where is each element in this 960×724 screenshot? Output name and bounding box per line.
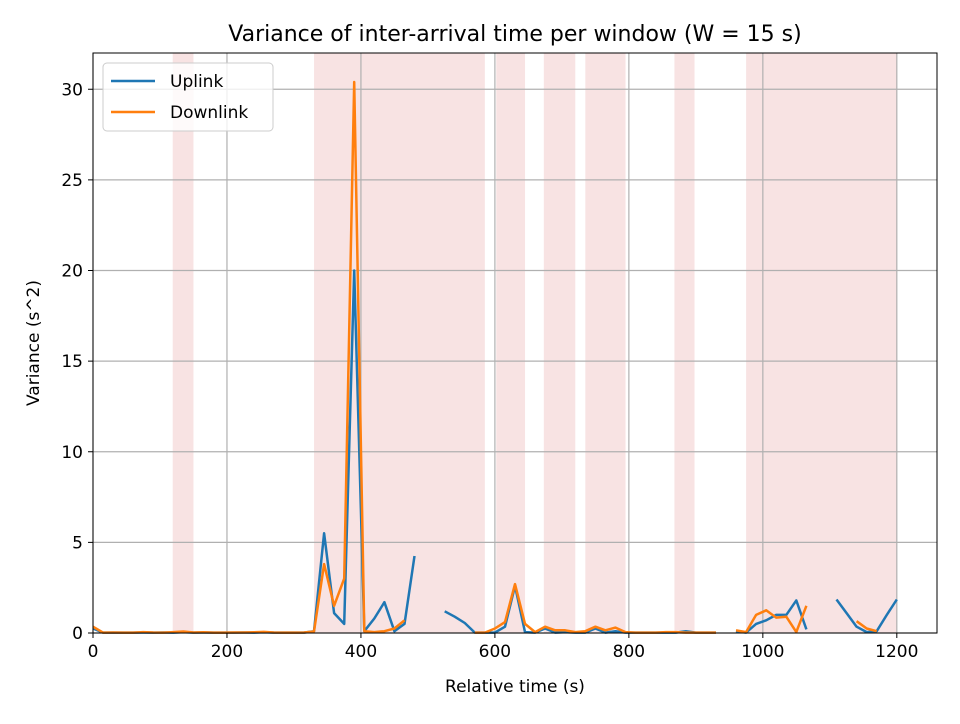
shaded-interval-6 (746, 53, 897, 633)
y-axis-ticks: 0 5 10 15 20 25 30 (61, 80, 93, 644)
shaded-intervals (172, 53, 897, 633)
y-axis-label: Variance (s^2) (24, 280, 44, 406)
y-tick-label-15: 15 (61, 352, 83, 372)
x-tick-label-200: 200 (211, 642, 243, 662)
x-tick-label-400: 400 (345, 642, 377, 662)
shaded-interval-1 (314, 53, 485, 633)
x-tick-label-1200: 1200 (875, 642, 918, 662)
y-tick-label-10: 10 (61, 443, 83, 463)
shaded-interval-2 (496, 53, 526, 633)
legend: Uplink Downlink (102, 62, 274, 132)
series-line-downlink (92, 80, 878, 634)
x-tick-label-1000: 1000 (741, 642, 784, 662)
y-tick-label-5: 5 (72, 533, 83, 553)
plot-frame (92, 52, 938, 634)
legend-label-uplink: Uplink (170, 72, 223, 92)
y-tick-label-25: 25 (61, 171, 83, 191)
y-tick-label-20: 20 (61, 262, 83, 282)
chart-title: Variance of inter-arrival time per windo… (228, 22, 801, 47)
legend-label-downlink: Downlink (170, 103, 248, 123)
shaded-interval-4 (585, 53, 626, 633)
shaded-interval-0 (172, 53, 194, 633)
x-tick-label-0: 0 (88, 642, 99, 662)
y-tick-label-30: 30 (61, 80, 83, 100)
shaded-interval-5 (674, 53, 695, 633)
x-tick-label-600: 600 (479, 642, 511, 662)
x-axis-ticks: 0 200 400 600 800 1000 1200 (88, 633, 918, 662)
x-axis-label: Relative time (s) (445, 677, 585, 697)
shaded-interval-3 (543, 53, 576, 633)
y-tick-label-0: 0 (72, 624, 83, 644)
x-tick-label-800: 800 (613, 642, 645, 662)
